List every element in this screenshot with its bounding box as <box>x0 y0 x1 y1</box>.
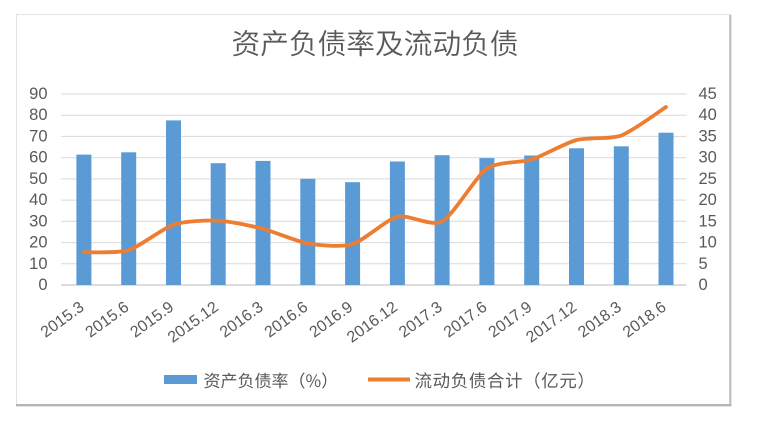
svg-text:80: 80 <box>29 106 47 124</box>
svg-text:0: 0 <box>699 276 708 294</box>
svg-text:15: 15 <box>699 212 717 230</box>
svg-text:70: 70 <box>29 127 47 145</box>
svg-text:0: 0 <box>38 276 47 294</box>
svg-text:10: 10 <box>29 255 47 273</box>
svg-text:45: 45 <box>699 85 717 103</box>
svg-text:40: 40 <box>29 191 47 209</box>
svg-text:50: 50 <box>29 170 47 188</box>
svg-text:30: 30 <box>29 212 47 230</box>
svg-text:30: 30 <box>699 149 717 167</box>
svg-text:40: 40 <box>699 106 717 124</box>
svg-text:20: 20 <box>699 191 717 209</box>
svg-text:10: 10 <box>699 234 717 252</box>
svg-text:25: 25 <box>699 170 717 188</box>
svg-text:5: 5 <box>699 255 708 273</box>
svg-text:90: 90 <box>29 85 47 103</box>
svg-text:20: 20 <box>29 234 47 252</box>
svg-text:35: 35 <box>699 127 717 145</box>
svg-text:60: 60 <box>29 149 47 167</box>
